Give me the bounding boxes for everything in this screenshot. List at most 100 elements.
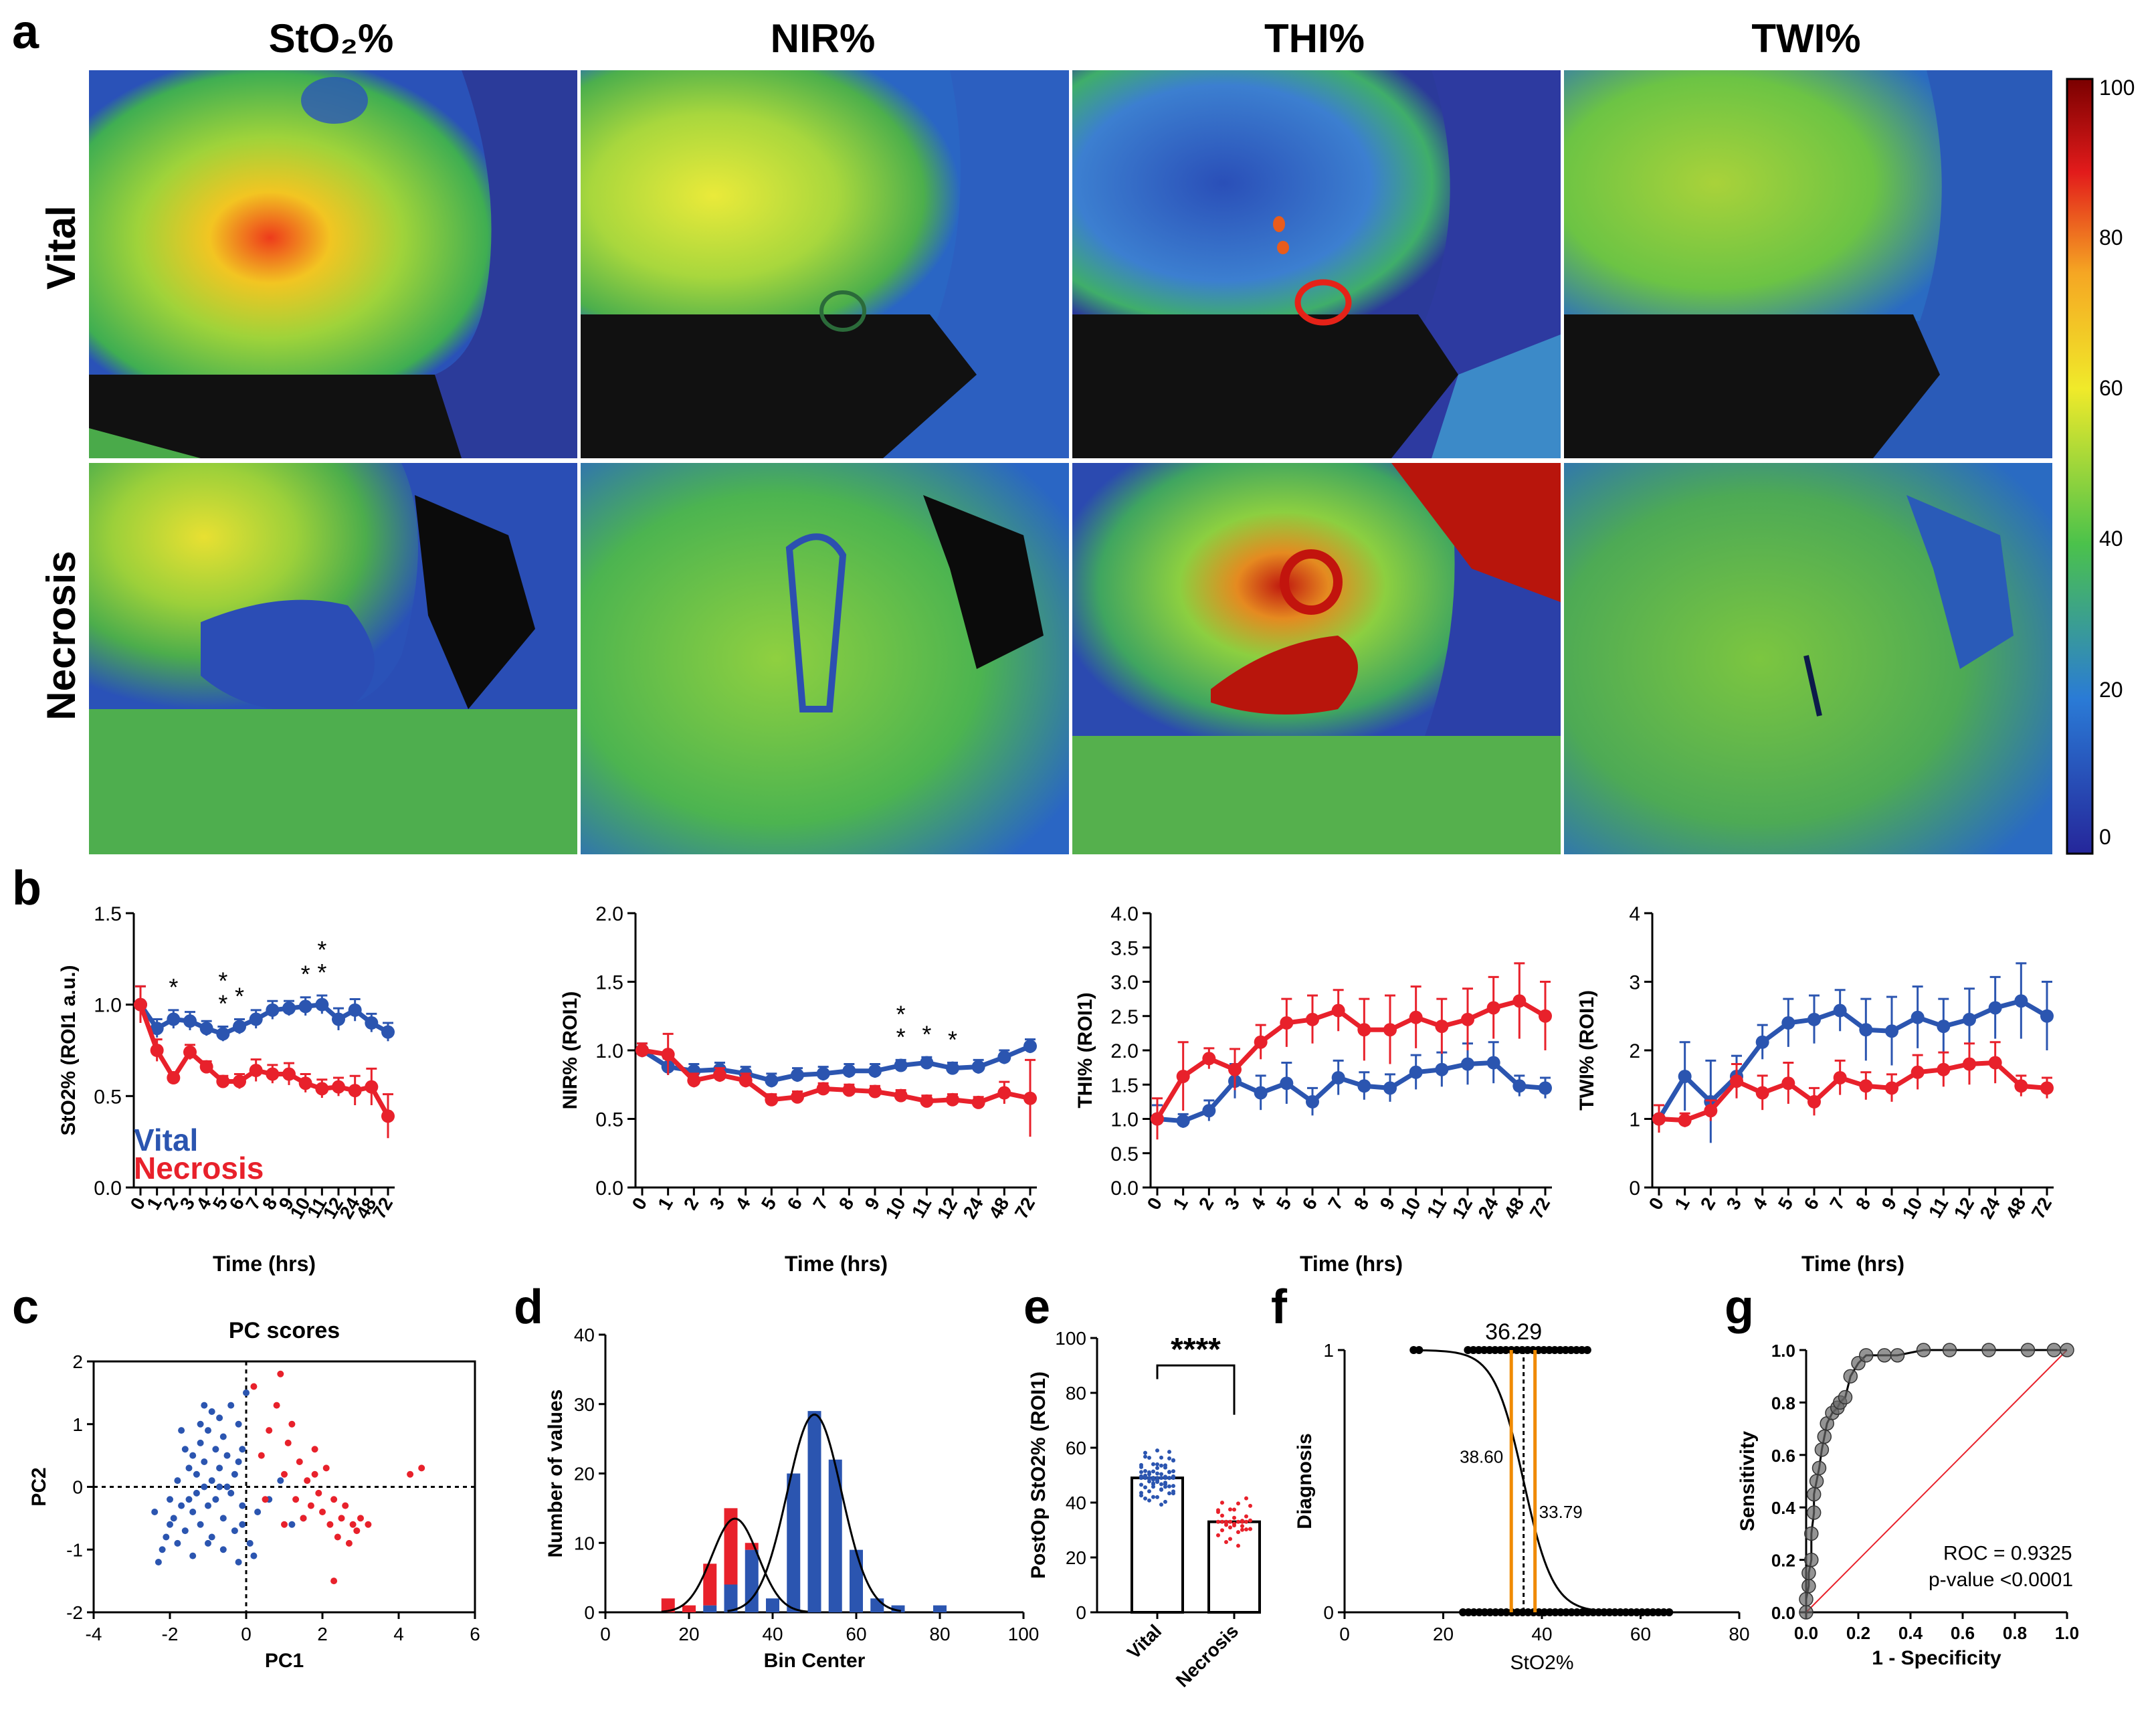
data-point (150, 1044, 164, 1057)
panel-label-c: c (12, 1280, 39, 1334)
data-point (1539, 1009, 1552, 1023)
bar-vital (891, 1605, 905, 1612)
y-tick-label: 0.2 (1771, 1551, 1795, 1571)
scatter-point (277, 1477, 284, 1485)
bar-vital (766, 1598, 779, 1612)
x-tick-label: 2 (1195, 1194, 1218, 1214)
data-point (1306, 1094, 1319, 1109)
data-point (997, 1086, 1011, 1100)
roc-point (1804, 1552, 1819, 1567)
scatter-point (288, 1420, 296, 1428)
roc-point (1817, 1429, 1832, 1444)
scatter-point (155, 1559, 162, 1565)
data-point (1539, 1081, 1552, 1095)
data-point (816, 1082, 830, 1096)
data-dot (1167, 1491, 1171, 1496)
data-dot (1224, 1540, 1228, 1545)
panel-label-b: b (12, 862, 41, 915)
y-axis-label: PC2 (28, 1467, 50, 1506)
threshold-label-lower: 33.79 (1539, 1502, 1583, 1522)
panel-label-d: d (514, 1280, 543, 1334)
roc-point (1804, 1526, 1819, 1541)
y-tick-label: 1.5 (1110, 1074, 1139, 1096)
scatter-point (330, 1496, 338, 1503)
x-tick-label: 8 (1852, 1194, 1875, 1214)
data-point (1963, 1012, 1976, 1026)
panel-g-plot: 0.0 0.2 0.4 0.6 0.8 1.0 0.0 0.2 0.4 0.6 0.8 1.0 1 - … (1737, 1341, 2079, 1669)
data-point (1486, 1001, 1500, 1015)
data-dot (1155, 1462, 1159, 1466)
data-point (1652, 1112, 1666, 1126)
data-point (216, 1074, 230, 1088)
scatter-point (231, 1527, 238, 1535)
data-point (868, 1084, 882, 1099)
data-point (1859, 1023, 1873, 1037)
gaussian-fit (661, 1517, 808, 1613)
scatter-point (239, 1502, 246, 1509)
y-tick-label: 3 (1629, 972, 1640, 994)
series-line (1657, 998, 2048, 1121)
scatter-point (239, 1446, 246, 1453)
data-point (1228, 1062, 1242, 1076)
data-point (381, 1109, 395, 1123)
bar-vital (870, 1598, 884, 1612)
x-tick-label: 10 (881, 1194, 909, 1222)
roc-point (1877, 1348, 1892, 1363)
scatter-point (174, 1539, 181, 1547)
y-tick-label: 1.5 (94, 903, 122, 925)
scatter-point (349, 1521, 357, 1528)
roc-point (1942, 1343, 1957, 1357)
data-dot (1244, 1519, 1248, 1524)
x-axis-label: Time (hrs) (1801, 1252, 1904, 1276)
data-dot (1151, 1476, 1155, 1481)
x-axis-label: Time (hrs) (213, 1252, 316, 1276)
data-point (687, 1074, 701, 1088)
data-dot (1151, 1495, 1155, 1499)
x-tick-label: 100 (1008, 1624, 1040, 1644)
panel-label-e: e (1023, 1280, 1050, 1334)
p-value-text: p-value <0.0001 (1929, 1569, 2073, 1591)
data-dot (1155, 1448, 1159, 1453)
data-dot (1236, 1501, 1240, 1506)
y-tick-label: 2.0 (1110, 1040, 1139, 1062)
x-tick-label: 4 (1748, 1194, 1771, 1213)
x-tick-label: 0.2 (1846, 1623, 1870, 1643)
significance-star: * (317, 959, 326, 986)
series-necrosis (134, 985, 395, 1139)
data-point (946, 1061, 959, 1075)
y-axis-label: PostOp StO2% (ROI1) (1027, 1371, 1050, 1579)
data-point (282, 1067, 296, 1081)
x-tick-label: 72 (1011, 1194, 1039, 1222)
chance-line (1805, 1349, 2068, 1613)
data-dot (1155, 1466, 1159, 1470)
data-dot (1248, 1518, 1252, 1523)
data-dot (1151, 1481, 1155, 1486)
scatter-point (223, 1452, 231, 1459)
scatter-point (216, 1483, 223, 1491)
x-axis-label: StO2% (1510, 1652, 1573, 1674)
data-dot (1228, 1507, 1232, 1512)
data-point (1512, 994, 1527, 1008)
scatter-point (300, 1515, 307, 1522)
scatter-point (273, 1402, 280, 1409)
bar-vital (828, 1459, 842, 1612)
bar-vital (787, 1473, 801, 1612)
panel-label-g: g (1725, 1280, 1754, 1334)
colorbar-tick-100: 100 (2099, 76, 2135, 100)
data-point (315, 1082, 329, 1096)
scatter-point (311, 1470, 318, 1478)
scatter-point (189, 1552, 197, 1559)
data-point (1704, 1104, 1718, 1118)
data-point (1678, 1113, 1692, 1127)
data-point (216, 1027, 230, 1041)
x-tick-label: 2 (680, 1194, 703, 1214)
colorbar: 100 80 60 40 20 0 (2066, 76, 2135, 855)
x-tick-label: 20 (678, 1624, 699, 1644)
roc-point (1838, 1390, 1853, 1405)
colorbar-tick-0: 0 (2099, 825, 2111, 849)
data-point (1833, 1004, 1847, 1018)
x-tick-label: 6 (1800, 1194, 1824, 1214)
data-point (635, 1044, 649, 1057)
